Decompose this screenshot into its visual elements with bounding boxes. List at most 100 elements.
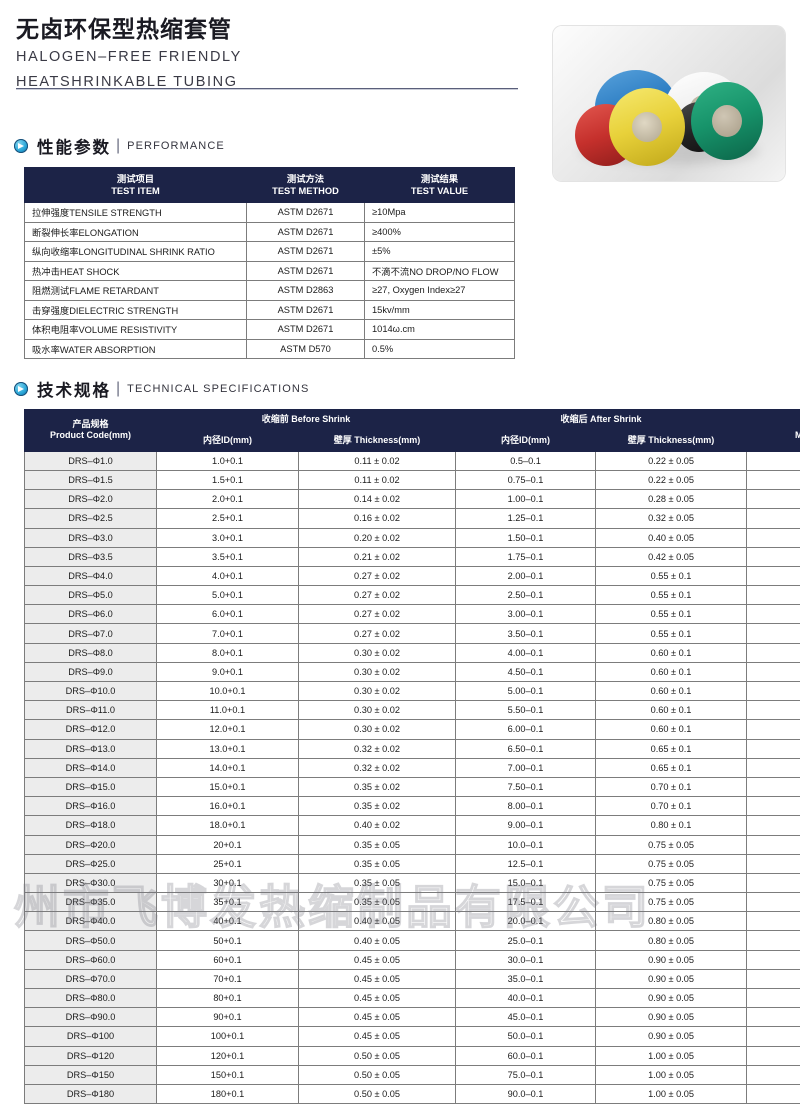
cell-before-id: 2.5+0.1 bbox=[157, 509, 299, 528]
cell-before-id: 180+0.1 bbox=[157, 1084, 299, 1103]
cell-code: DRS–Φ7.0 bbox=[25, 624, 157, 643]
cell-after-id: 5.00–0.1 bbox=[456, 682, 596, 701]
cell-after-id: 45.0–0.1 bbox=[456, 1008, 596, 1027]
col-after-id: 内径ID(mm) bbox=[456, 430, 596, 451]
cell-before-thickness: 0.35 ± 0.05 bbox=[299, 854, 456, 873]
cell-packing: 100 bbox=[747, 720, 800, 739]
cell-after-thickness: 0.75 ± 0.05 bbox=[596, 835, 747, 854]
cell-after-id: 4.50–0.1 bbox=[456, 662, 596, 681]
cell-code: DRS–Φ16.0 bbox=[25, 797, 157, 816]
col-packing-en: M/ ROLL bbox=[749, 430, 800, 442]
cell-before-thickness: 0.27 ± 0.02 bbox=[299, 624, 456, 643]
cell-packing: 200 bbox=[747, 528, 800, 547]
cell-packing: 100 bbox=[747, 797, 800, 816]
cell-after-thickness: 0.22 ± 0.05 bbox=[596, 470, 747, 489]
cell-after-thickness: 0.70 ± 0.1 bbox=[596, 797, 747, 816]
section-title-en: PERFORMANCE bbox=[127, 140, 225, 152]
cell-before-id: 100+0.1 bbox=[157, 1027, 299, 1046]
cell-packing: 100 bbox=[747, 662, 800, 681]
cell-after-thickness: 0.80 ± 0.05 bbox=[596, 931, 747, 950]
cell-after-thickness: 0.22 ± 0.05 bbox=[596, 451, 747, 470]
cell-packing: 25 bbox=[747, 1065, 800, 1084]
col-product-code: 产品规格 Product Code(mm) bbox=[25, 410, 157, 452]
cell-code: DRS–Φ13.0 bbox=[25, 739, 157, 758]
cell-code: DRS–Φ8.0 bbox=[25, 643, 157, 662]
cell-before-thickness: 0.11 ± 0.02 bbox=[299, 470, 456, 489]
cell-item: 阻燃测试FLAME RETARDANT bbox=[25, 281, 247, 301]
cell-after-thickness: 0.28 ± 0.05 bbox=[596, 490, 747, 509]
cell-after-id: 3.50–0.1 bbox=[456, 624, 596, 643]
cell-before-thickness: 0.32 ± 0.02 bbox=[299, 739, 456, 758]
cell-after-id: 1.50–0.1 bbox=[456, 528, 596, 547]
cell-code: DRS–Φ4.0 bbox=[25, 566, 157, 585]
roll-green bbox=[691, 82, 763, 160]
cell-item: 体积电阻率VOLUME RESISTIVITY bbox=[25, 320, 247, 340]
cell-after-id: 2.00–0.1 bbox=[456, 566, 596, 585]
cell-packing: 200 bbox=[747, 566, 800, 585]
cell-after-id: 0.5–0.1 bbox=[456, 451, 596, 470]
cell-code: DRS–Φ40.0 bbox=[25, 912, 157, 931]
cell-after-id: 7.50–0.1 bbox=[456, 777, 596, 796]
col-group-after-shrink: 收缩后 After Shrink bbox=[456, 410, 747, 431]
col-test-value-cn: 测试结果 bbox=[367, 173, 512, 185]
cell-after-thickness: 0.60 ± 0.1 bbox=[596, 682, 747, 701]
cell-value: ±5% bbox=[365, 242, 515, 262]
cell-before-thickness: 0.30 ± 0.02 bbox=[299, 701, 456, 720]
cell-packing: 200 bbox=[747, 451, 800, 470]
cell-after-thickness: 0.90 ± 0.05 bbox=[596, 969, 747, 988]
cell-before-id: 60+0.1 bbox=[157, 950, 299, 969]
cell-before-thickness: 0.11 ± 0.02 bbox=[299, 451, 456, 470]
cell-before-id: 3.0+0.1 bbox=[157, 528, 299, 547]
cell-after-thickness: 0.70 ± 0.1 bbox=[596, 777, 747, 796]
cell-packing: 100 bbox=[747, 701, 800, 720]
cell-value: 1014ω.cm bbox=[365, 320, 515, 340]
performance-table: 测试项目 TEST ITEM 测试方法 TEST METHOD 测试结果 TES… bbox=[24, 167, 515, 359]
cell-item: 断裂伸长率ELONGATION bbox=[25, 222, 247, 242]
section-header-technical: 技术规格 | TECHNICAL SPECIFICATIONS bbox=[0, 377, 800, 401]
cell-after-id: 10.0–0.1 bbox=[456, 835, 596, 854]
cell-after-thickness: 0.90 ± 0.05 bbox=[596, 950, 747, 969]
cell-after-id: 7.00–0.1 bbox=[456, 758, 596, 777]
cell-after-thickness: 0.55 ± 0.1 bbox=[596, 605, 747, 624]
cell-packing: 100 bbox=[747, 758, 800, 777]
cell-code: DRS–Φ80.0 bbox=[25, 989, 157, 1008]
cell-packing: 100 bbox=[747, 605, 800, 624]
cell-after-thickness: 0.90 ± 0.05 bbox=[596, 1027, 747, 1046]
cell-code: DRS–Φ35.0 bbox=[25, 893, 157, 912]
cell-before-id: 12.0+0.1 bbox=[157, 720, 299, 739]
cell-before-id: 30+0.1 bbox=[157, 873, 299, 892]
cell-before-thickness: 0.35 ± 0.02 bbox=[299, 777, 456, 796]
cell-after-id: 12.5–0.1 bbox=[456, 854, 596, 873]
section-title-divider: | bbox=[116, 137, 120, 155]
cell-after-thickness: 0.90 ± 0.05 bbox=[596, 1008, 747, 1027]
cell-code: DRS–Φ15.0 bbox=[25, 777, 157, 796]
cell-code: DRS–Φ1.0 bbox=[25, 451, 157, 470]
col-test-item-en: TEST ITEM bbox=[27, 185, 244, 197]
cell-before-thickness: 0.16 ± 0.02 bbox=[299, 509, 456, 528]
cell-before-thickness: 0.45 ± 0.05 bbox=[299, 989, 456, 1008]
cell-packing: 200 bbox=[747, 509, 800, 528]
cell-packing: 25 bbox=[747, 1008, 800, 1027]
cell-packing: 25 bbox=[747, 989, 800, 1008]
col-test-method-cn: 测试方法 bbox=[249, 173, 362, 185]
cell-before-id: 8.0+0.1 bbox=[157, 643, 299, 662]
cell-before-thickness: 0.40 ± 0.02 bbox=[299, 816, 456, 835]
cell-value: ≥27, Oxygen Index≥27 bbox=[365, 281, 515, 301]
